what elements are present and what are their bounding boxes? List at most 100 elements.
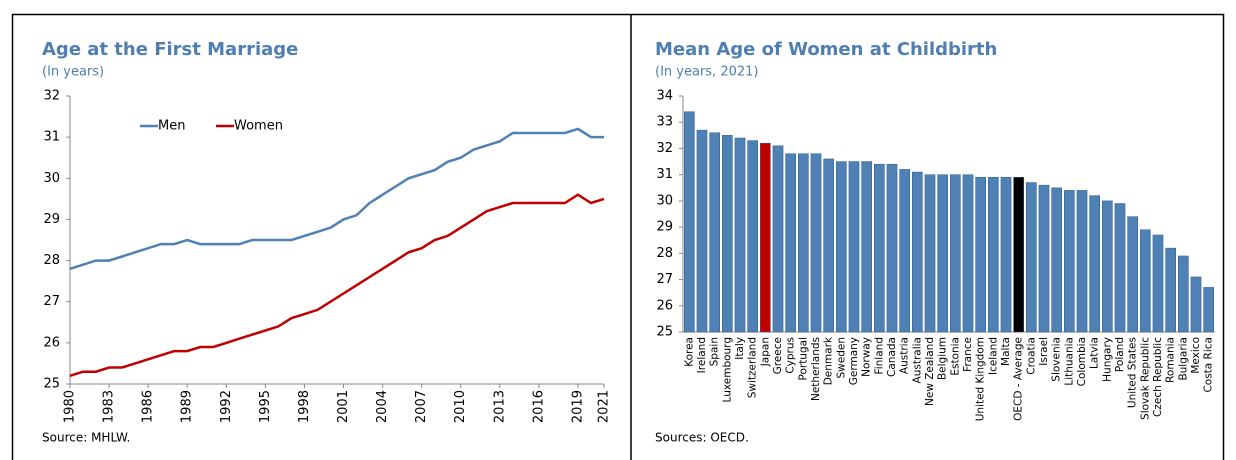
y-tick-label: 28	[656, 246, 673, 261]
y-tick-label: 29	[656, 220, 673, 235]
bar	[1127, 216, 1138, 333]
bar	[1026, 182, 1037, 333]
bar	[950, 174, 961, 333]
x-tick-label: Latvia	[1089, 337, 1101, 369]
x-tick-label: Portugal	[797, 337, 809, 381]
x-tick-label: Croatia	[1025, 337, 1037, 375]
y-tick-label: 32	[43, 89, 60, 104]
x-tick-label: 2019	[570, 390, 585, 423]
legend-label: Men	[158, 119, 185, 134]
y-tick-label: 26	[43, 335, 60, 350]
x-tick-label: 1986	[141, 390, 156, 423]
x-tick-label: Czech Republic	[1152, 337, 1164, 417]
x-tick-label: 2004	[375, 390, 390, 423]
legend-label: Women	[234, 119, 283, 134]
x-tick-label: Austria	[899, 337, 911, 374]
x-tick-label: Colombia	[1076, 337, 1088, 386]
bar	[1000, 177, 1012, 333]
x-tick-label: Estonia	[949, 337, 961, 376]
y-tick-label: 30	[43, 171, 60, 186]
x-tick-label: Sweden	[835, 337, 847, 379]
x-tick-label: 1995	[258, 390, 273, 423]
x-tick-label: Lithuania	[1063, 337, 1075, 386]
x-tick-label: 1989	[180, 390, 195, 423]
bar	[937, 174, 948, 333]
bar	[861, 161, 872, 333]
bar	[747, 140, 758, 333]
x-tick-label: Australia	[911, 337, 923, 383]
x-tick-label: 1992	[219, 390, 234, 423]
y-tick-label: 31	[656, 167, 673, 182]
bar	[848, 161, 860, 333]
bar	[1064, 190, 1075, 333]
y-tick-label: 34	[656, 89, 673, 104]
x-tick-label: Poland	[1114, 337, 1126, 372]
bar	[1076, 190, 1088, 333]
x-tick-label: Italy	[734, 337, 746, 360]
series-line	[69, 193, 605, 377]
bar	[823, 158, 834, 333]
x-tick-label: New Zealand	[924, 337, 936, 406]
bar	[810, 153, 822, 333]
x-tick-label: Bulgaria	[1177, 337, 1189, 381]
x-tick-label: Japan	[759, 337, 771, 367]
x-tick-label: 2007	[414, 390, 429, 423]
x-tick-label: 2013	[492, 390, 507, 423]
bar	[1038, 184, 1050, 333]
y-tick-label: 27	[43, 294, 60, 309]
bar	[1013, 177, 1024, 333]
x-tick-label: Luxembourg	[721, 337, 733, 402]
x-tick-label: United Kingdom	[975, 337, 987, 421]
x-tick-label: 2001	[336, 390, 351, 423]
y-tick-label: 30	[656, 193, 673, 208]
bar	[785, 153, 796, 333]
chart-subtitle: (In years)	[42, 65, 104, 80]
bar	[734, 137, 746, 333]
x-tick-label: Israel	[1038, 337, 1050, 366]
bar	[1102, 200, 1113, 333]
x-tick-label: 2021	[597, 390, 612, 423]
bar	[962, 174, 974, 333]
x-tick-label: Iceland	[987, 337, 999, 375]
bar	[1190, 276, 1202, 333]
chart-title: Mean Age of Women at Childbirth	[655, 39, 997, 60]
source-note: Source: MHLW.	[42, 431, 130, 445]
x-tick-label: Canada	[886, 337, 898, 377]
x-tick-label: Mexico	[1190, 337, 1202, 374]
x-tick-label: Costa Rica	[1203, 337, 1215, 393]
x-tick-label: Finland	[873, 337, 885, 375]
x-tick-label: OECD - Average	[1013, 337, 1025, 421]
x-tick-label: Slovak Republic	[1139, 337, 1151, 420]
bar	[684, 111, 695, 333]
y-tick-label: 25	[43, 377, 60, 392]
bar	[1114, 203, 1126, 333]
x-tick-label: 1983	[102, 390, 117, 423]
x-tick-label: Slovenia	[1051, 337, 1063, 382]
bar	[975, 177, 986, 333]
bar	[709, 132, 720, 333]
bar	[1089, 195, 1100, 333]
bar	[1178, 255, 1189, 333]
bar	[1165, 247, 1176, 333]
x-tick-label: 2010	[453, 390, 468, 423]
chart-subtitle: (In years, 2021)	[655, 65, 758, 80]
x-tick-label: Spain	[709, 337, 721, 366]
y-tick-label: 28	[43, 253, 60, 268]
bar	[886, 163, 898, 333]
y-tick-label: 29	[43, 212, 60, 227]
y-tick-label: 31	[43, 130, 60, 145]
source-note: Sources: OECD.	[655, 431, 749, 445]
x-tick-label: Netherlands	[810, 337, 822, 401]
bar	[874, 163, 885, 333]
x-tick-label: Hungary	[1101, 337, 1113, 382]
x-tick-label: Ireland	[696, 337, 708, 373]
bar	[899, 169, 910, 333]
x-tick-label: Denmark	[823, 336, 835, 385]
y-tick-label: 27	[656, 272, 673, 287]
x-tick-label: Romania	[1165, 337, 1177, 383]
y-tick-label: 32	[656, 141, 673, 156]
x-tick-label: Korea	[683, 337, 695, 367]
x-tick-label: Belgium	[937, 337, 949, 380]
x-tick-label: Greece	[772, 337, 784, 374]
